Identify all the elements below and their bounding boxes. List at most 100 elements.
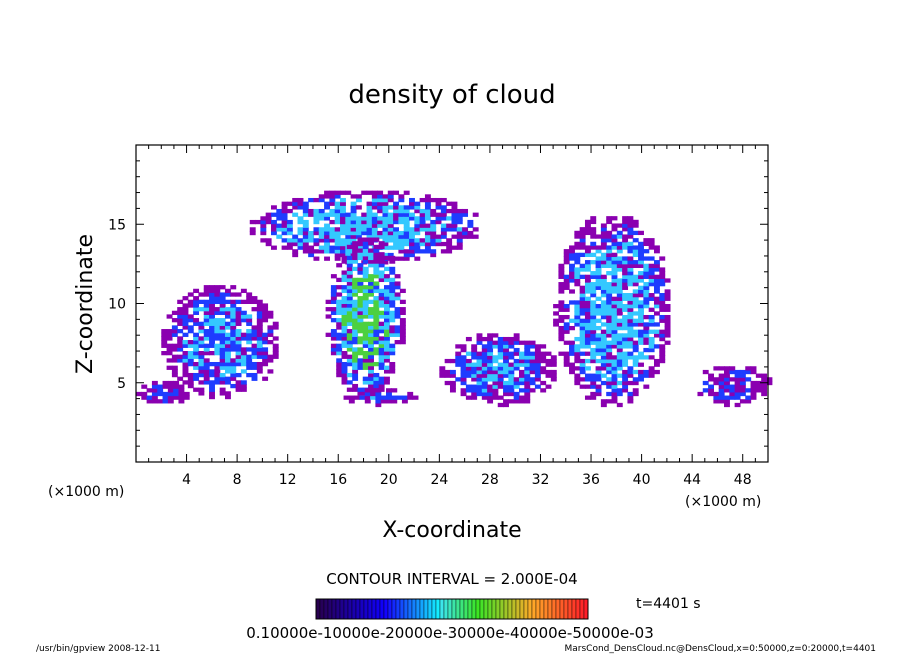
x-tick-label: 32 xyxy=(532,472,550,488)
colorbar-swatch xyxy=(411,598,417,620)
colorbar-swatch xyxy=(423,598,429,620)
colorbar-swatch xyxy=(487,598,493,620)
x-tick-label: 8 xyxy=(233,472,242,488)
colorbar-swatch xyxy=(331,598,337,620)
chart-title: density of cloud xyxy=(348,80,555,110)
colorbar-swatch xyxy=(355,598,361,620)
colorbar-swatch xyxy=(571,598,577,620)
x-tick-label: 24 xyxy=(430,472,448,488)
colorbar-swatch xyxy=(447,598,453,620)
colorbar-swatch xyxy=(503,598,509,620)
footer-right: MarsCond_DensCloud.nc@DensCloud,x=0:5000… xyxy=(565,644,877,654)
colorbar-swatch xyxy=(451,598,457,620)
colorbar-swatch xyxy=(343,598,349,620)
colorbar-swatch xyxy=(443,598,449,620)
contour-interval: CONTOUR INTERVAL = 2.000E-04 xyxy=(326,570,577,588)
colorbar-swatch xyxy=(483,598,489,620)
colorbar-swatch xyxy=(375,598,381,620)
colorbar-swatch xyxy=(387,598,393,620)
colorbar-swatch xyxy=(507,598,513,620)
colorbar-swatch xyxy=(511,598,517,620)
x-unit-right: (×1000 m) xyxy=(685,494,761,510)
colorbar-swatch xyxy=(379,598,385,620)
y-axis-label: Z-coordinate xyxy=(73,234,98,374)
colorbar-swatch xyxy=(435,598,441,620)
x-tick-label: 44 xyxy=(683,472,701,488)
colorbar-swatch xyxy=(327,598,333,620)
x-tick-label: 4 xyxy=(182,472,191,488)
colorbar-swatch xyxy=(351,598,357,620)
colorbar-swatch xyxy=(439,598,445,620)
cloud-region-right-tower xyxy=(553,216,671,408)
cloud-region-mid-cloud xyxy=(439,333,557,408)
footer-left: /usr/bin/gpview 2008-12-11 xyxy=(36,644,160,654)
colorbar-swatch xyxy=(495,598,501,620)
colorbar-swatch xyxy=(579,598,585,620)
colorbar-swatch xyxy=(367,598,373,620)
colorbar-swatch xyxy=(559,598,565,620)
colorbar-swatch xyxy=(467,598,473,620)
y-ticks: 5 10 15 xyxy=(108,160,768,447)
colorbar-swatch xyxy=(555,598,561,620)
colorbar-frame xyxy=(315,598,589,620)
y-tick-label: 10 xyxy=(108,297,126,313)
colorbar-swatch xyxy=(583,598,589,620)
cloud-field xyxy=(136,190,773,408)
colorbar-swatch xyxy=(347,598,353,620)
x-tick-label: 48 xyxy=(734,472,752,488)
x-tick-label: 16 xyxy=(329,472,347,488)
colorbar-swatch xyxy=(315,598,321,620)
x-tick-label: 12 xyxy=(279,472,297,488)
colorbar-swatch xyxy=(523,598,529,620)
cloud-region-left-cloud xyxy=(136,380,190,404)
colorbar-swatch xyxy=(363,598,369,620)
colorbar-swatch xyxy=(551,598,557,620)
colorbar-swatch xyxy=(323,598,329,620)
colorbar-swatch xyxy=(431,598,437,620)
colorbar-swatch xyxy=(491,598,497,620)
colorbar-swatch xyxy=(575,598,581,620)
colorbar-swatch xyxy=(415,598,421,620)
colorbar-swatch xyxy=(371,598,377,620)
colorbar-swatch xyxy=(403,598,409,620)
colorbar-swatch xyxy=(407,598,413,620)
x-tick-label: 28 xyxy=(481,472,499,488)
time-label: t=4401 s xyxy=(636,596,701,612)
colorbar-swatch xyxy=(459,598,465,620)
colorbar-swatch xyxy=(535,598,541,620)
colorbar-swatch xyxy=(391,598,397,620)
colorbar-swatch xyxy=(475,598,481,620)
colorbar-swatch xyxy=(455,598,461,620)
colorbar-swatch xyxy=(319,598,325,620)
colorbar-swatch xyxy=(399,598,405,620)
y-tick-label: 5 xyxy=(117,376,126,392)
y-tick-label: 15 xyxy=(108,217,126,233)
colorbar-swatch xyxy=(395,598,401,620)
x-tick-label: 36 xyxy=(582,472,600,488)
x-ticks: 4 8 12 16 20 24 28 32 36 40 44 48 xyxy=(148,145,756,488)
colorbar-swatch xyxy=(427,598,433,620)
colorbar xyxy=(315,598,589,620)
colorbar-swatch xyxy=(519,598,525,620)
x-tick-label: 20 xyxy=(380,472,398,488)
cloud-region-right-cloud xyxy=(697,366,773,408)
x-axis-label: X-coordinate xyxy=(382,518,521,543)
x-unit-left: (×1000 m) xyxy=(48,484,124,500)
colorbar-swatch xyxy=(547,598,553,620)
colorbar-swatch xyxy=(531,598,537,620)
colorbar-swatch xyxy=(499,598,505,620)
colorbar-swatch xyxy=(563,598,569,620)
cloud-region-base-patch xyxy=(343,388,419,408)
colorbar-swatch xyxy=(383,598,389,620)
x-tick-label: 40 xyxy=(633,472,651,488)
colorbar-swatch xyxy=(471,598,477,620)
colorbar-swatch xyxy=(339,598,345,620)
colorbar-swatch xyxy=(527,598,533,620)
colorbar-swatch xyxy=(567,598,573,620)
cloud-region-left-tower xyxy=(161,285,279,400)
colorbar-swatch xyxy=(479,598,485,620)
colorbar-swatch xyxy=(515,598,521,620)
colorbar-swatch xyxy=(539,598,545,620)
colorbar-swatch xyxy=(419,598,425,620)
